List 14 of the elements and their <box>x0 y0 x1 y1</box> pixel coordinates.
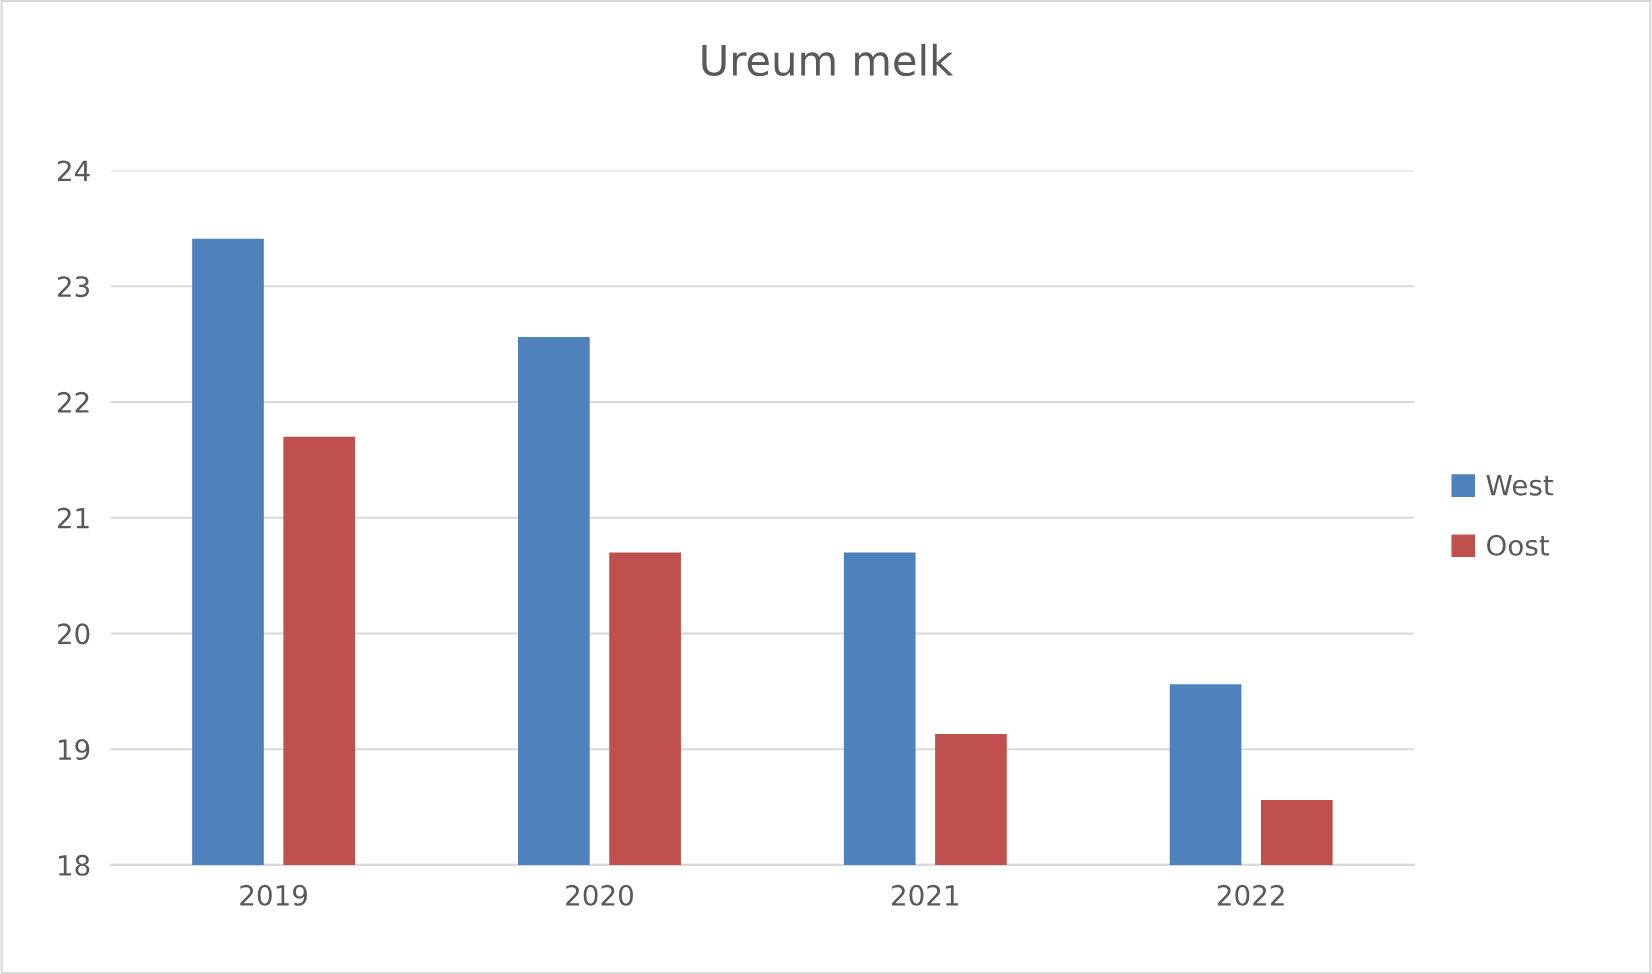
x-tick-label: 2020 <box>566 884 633 906</box>
y-tick-label: 21 <box>57 507 89 529</box>
y-tick-label: 22 <box>57 391 89 413</box>
y-tick-label: 19 <box>58 739 90 761</box>
y-tick-label: 24 <box>57 160 90 181</box>
x-tick-label: 2022 <box>1217 884 1284 906</box>
x-tick-label: 2021 <box>892 884 959 906</box>
y-tick-label: 23 <box>57 276 90 298</box>
y-tick-label: 18 <box>58 854 90 876</box>
x-tick-label: 2019 <box>240 884 308 906</box>
legend-label: Oost <box>1487 534 1550 556</box>
legend-label: West <box>1486 474 1554 496</box>
y-tick-label: 20 <box>57 623 90 645</box>
chart-title: Ureum melk <box>702 43 954 77</box>
